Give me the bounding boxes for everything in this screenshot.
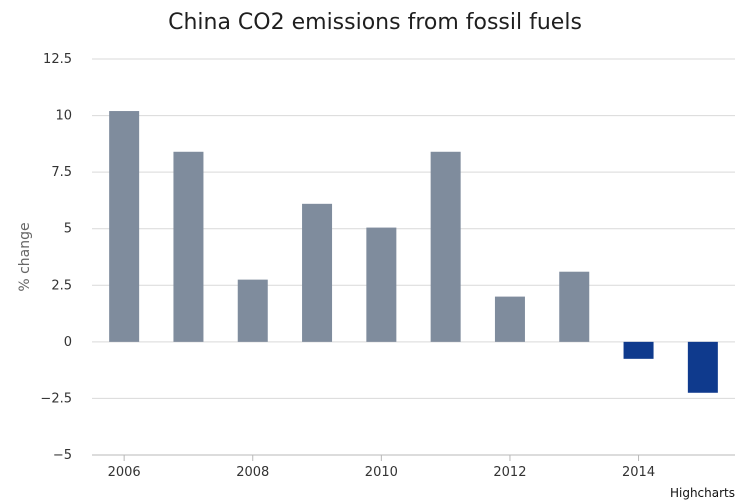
x-tick-label: 2012 — [493, 465, 526, 480]
y-axis-ticks: 12.5 10 7.5 5 2.5 0 −2.5 −5 — [40, 52, 72, 463]
x-tick-label: 2008 — [236, 465, 269, 480]
chart-title: China CO2 emissions from fossil fuels — [168, 10, 582, 35]
bar-2013[interactable] — [559, 271, 590, 342]
bar-2012[interactable] — [494, 296, 525, 342]
bar-2006[interactable] — [109, 111, 140, 342]
credits-link[interactable]: Highcharts — [670, 486, 735, 500]
bar-2014[interactable] — [623, 341, 654, 359]
y-tick-label: −5 — [53, 448, 72, 463]
y-tick-label: 5 — [64, 222, 72, 237]
y-tick-label: 2.5 — [51, 278, 72, 293]
x-tick-label: 2014 — [622, 465, 655, 480]
bar-2007[interactable] — [173, 151, 204, 342]
bar-2011[interactable] — [430, 151, 461, 342]
y-tick-label: 7.5 — [51, 165, 72, 180]
bar-2008[interactable] — [237, 279, 268, 342]
y-tick-label: −2.5 — [40, 391, 72, 406]
x-tick-label: 2010 — [365, 465, 398, 480]
x-axis-ticks: 2006 2008 2010 2012 2014 — [108, 455, 655, 480]
y-tick-label: 12.5 — [43, 52, 72, 67]
y-axis-label: % change — [17, 222, 33, 291]
bar-2010[interactable] — [366, 227, 397, 342]
y-tick-label: 0 — [64, 335, 72, 350]
x-tick-label: 2006 — [108, 465, 141, 480]
bars-group — [109, 111, 718, 393]
bar-2009[interactable] — [302, 203, 333, 342]
y-tick-label: 10 — [55, 109, 72, 124]
bar-2015[interactable] — [687, 341, 718, 393]
